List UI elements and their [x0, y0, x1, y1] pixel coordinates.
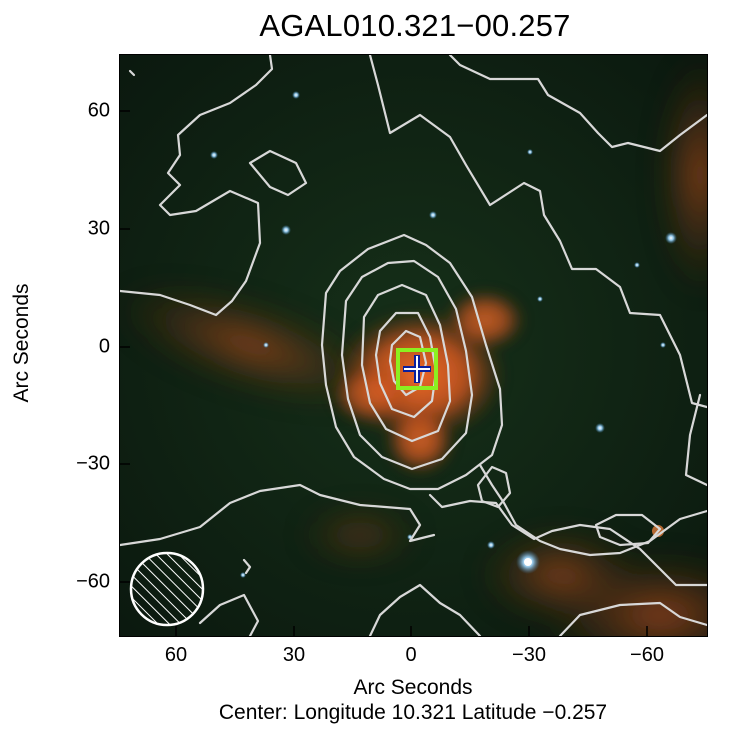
image-title: AGAL010.321−00.257: [259, 8, 571, 43]
y-tick-label: −30: [76, 452, 110, 475]
center-coordinates: Center: Longitude 10.321 Latitude −0.257: [218, 701, 608, 724]
contour-right-edge: [684, 393, 707, 487]
contour-peak-1: [320, 233, 504, 491]
contour-small-south: [476, 465, 512, 509]
x-tick-label: 0: [405, 644, 417, 666]
y-axis-label: Arc Seconds: [10, 283, 33, 403]
x-tick-label: 30: [282, 644, 306, 666]
x-tick-label: −30: [512, 644, 546, 666]
contour-outer-left: [120, 55, 274, 317]
marker-square: [396, 348, 438, 390]
contour-bottom-mid: [368, 583, 482, 636]
x-tick-label: −60: [630, 644, 664, 666]
contour-southwest: [120, 483, 436, 547]
contour-upper-right: [448, 55, 707, 153]
beam-ellipse: [129, 551, 205, 627]
contour-south: [478, 463, 707, 557]
contours: [120, 55, 707, 636]
x-axis-label: Arc Seconds: [353, 676, 473, 699]
contour-tiny-corner: [128, 69, 136, 77]
sky-image: [120, 55, 707, 636]
contour-peak-3: [360, 283, 452, 443]
source-marker: [396, 348, 438, 390]
contour-tiny-left: [242, 558, 252, 575]
y-tick-label: −60: [76, 570, 110, 593]
contour-southeast-loop: [594, 513, 662, 547]
contour-outer: [368, 55, 707, 409]
y-tick-label: 60: [87, 99, 110, 122]
y-tick-label: 0: [98, 335, 110, 358]
contour-bottom-left: [198, 593, 260, 636]
contour-peak-4: [374, 311, 438, 419]
contour-bottom-right: [558, 601, 707, 636]
axis-ticks: [120, 110, 648, 636]
contour-south-2: [428, 493, 707, 587]
x-tick-label: 60: [164, 644, 188, 666]
contour-small-ne: [248, 149, 308, 197]
y-tick-label: 30: [87, 217, 110, 240]
contour-peak-2: [340, 259, 474, 471]
